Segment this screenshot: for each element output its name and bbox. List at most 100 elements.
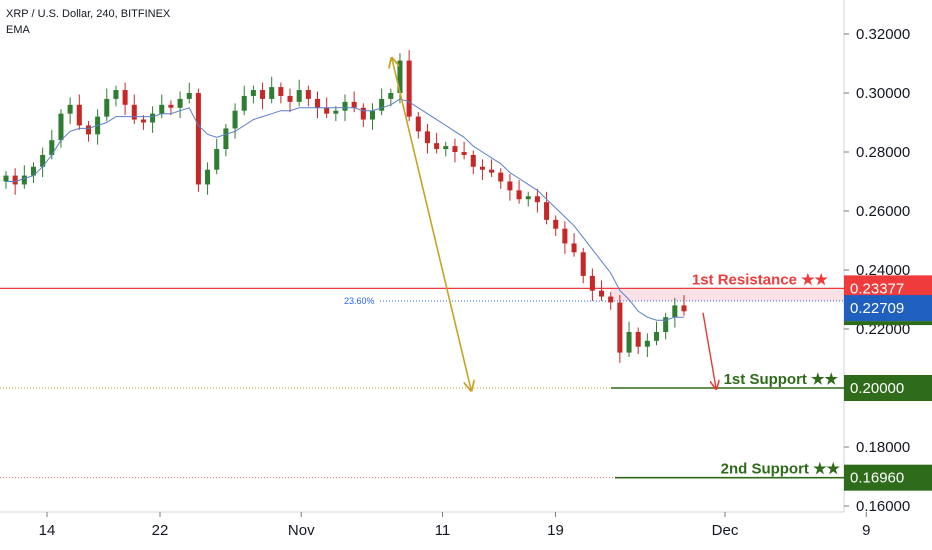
price-tick-label: 0.32000: [856, 26, 910, 43]
candle: [479, 159, 485, 181]
candle-body: [608, 296, 614, 303]
candle: [250, 85, 256, 104]
candle-body: [525, 196, 531, 200]
price-tick-label: 0.16000: [856, 498, 910, 515]
price-tick-label: 0.22000: [856, 321, 910, 338]
candle-body: [388, 93, 394, 99]
candle: [406, 50, 412, 122]
candle: [369, 103, 376, 130]
candle: [287, 88, 293, 113]
candle-body: [223, 128, 229, 150]
time-tick-label: 22: [152, 522, 169, 539]
candle: [516, 180, 522, 204]
candle-body: [424, 131, 430, 144]
candle-body: [333, 110, 339, 114]
candle-body: [653, 331, 660, 341]
candle: [644, 333, 650, 358]
candle: [150, 106, 156, 133]
candle-body: [205, 169, 211, 185]
candle-body: [360, 107, 366, 120]
projection-arrow: [392, 59, 471, 389]
candle: [232, 103, 238, 139]
candle: [553, 215, 559, 237]
candle-body: [21, 175, 27, 185]
candle: [278, 82, 284, 104]
candle: [241, 85, 247, 116]
fib-label: 23.60%: [344, 296, 375, 306]
ema-path: [6, 98, 684, 321]
candle-body: [186, 93, 192, 99]
candle: [85, 121, 91, 142]
candle-body: [489, 169, 495, 173]
candle-body: [113, 90, 119, 99]
resistance-price-badge: 0.23377: [850, 280, 904, 297]
candle-body: [635, 331, 641, 347]
price-tick-label: 0.24000: [856, 262, 910, 279]
candle: [3, 171, 9, 189]
candle: [626, 321, 632, 358]
candle-body: [168, 104, 174, 108]
candle-body: [195, 93, 201, 185]
candle: [681, 295, 687, 316]
candle-body: [589, 275, 595, 291]
candle-body: [232, 110, 238, 129]
candle-body: [580, 252, 586, 276]
candle-body: [681, 305, 687, 312]
candle-body: [67, 104, 73, 114]
candle-body: [617, 302, 623, 353]
time-axis-ticks: 14 22 Nov 11 19 Dec 9: [39, 512, 870, 539]
current-price-badge: 0.22709: [850, 300, 904, 317]
time-tick-label: 14: [39, 522, 56, 539]
candle-body: [479, 166, 485, 170]
candle: [571, 233, 577, 257]
target-arrow: [702, 312, 716, 388]
indicator-label: EMA: [6, 24, 30, 36]
candle-body: [443, 146, 449, 150]
time-tick-label: 11: [435, 522, 451, 539]
candle: [67, 97, 73, 124]
candle: [296, 79, 302, 107]
candle: [305, 85, 311, 107]
candle-body: [553, 219, 559, 229]
candle-body: [498, 172, 504, 182]
arrows: [392, 59, 716, 389]
candle: [30, 162, 37, 183]
time-tick-label: Nov: [288, 522, 315, 539]
candle-body: [269, 87, 275, 99]
candle-body: [507, 181, 513, 191]
candle-body: [140, 119, 146, 123]
candle-body: [470, 154, 476, 167]
candle: [131, 94, 137, 124]
candle-body: [672, 305, 678, 318]
candle-body: [12, 175, 18, 185]
candle-body: [599, 290, 605, 297]
candle-body: [159, 104, 165, 114]
candle-body: [663, 317, 669, 332]
candle: [223, 123, 229, 157]
candle: [534, 188, 540, 213]
candle: [663, 312, 669, 340]
candle: [507, 174, 513, 201]
price-axis-panel: [844, 0, 932, 512]
candle: [672, 298, 678, 328]
candle-body: [177, 98, 183, 108]
candle-body: [150, 113, 156, 123]
candle-body: [85, 125, 91, 135]
support-1-price-badge: 0.20000: [850, 380, 904, 397]
candle-body: [452, 146, 458, 152]
candle: [333, 106, 339, 122]
price-tick-label: 0.26000: [856, 203, 910, 220]
resistance-label: 1st Resistance ★★: [692, 271, 829, 288]
candle: [608, 292, 614, 310]
support-1-price-badge-bg: [844, 375, 932, 401]
resistance-zone: [611, 288, 844, 301]
candle: [104, 88, 110, 122]
candle: [314, 91, 321, 119]
candle-body: [544, 202, 550, 220]
candle: [525, 191, 531, 207]
candle-body: [3, 175, 9, 182]
candle-body: [644, 340, 650, 347]
candle-body: [406, 60, 412, 117]
candle: [489, 159, 495, 178]
